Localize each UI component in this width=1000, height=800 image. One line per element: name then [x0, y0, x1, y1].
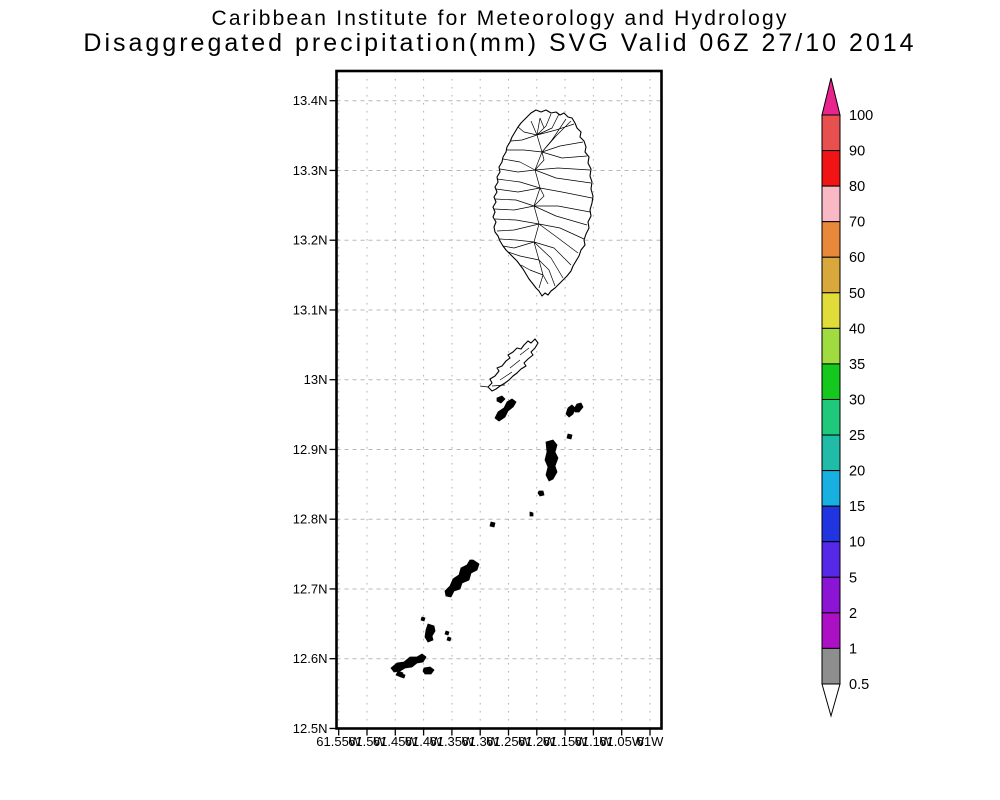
small-islet-3 — [420, 616, 426, 622]
colorbar-label: 30 — [849, 392, 865, 408]
colorbar-segment — [821, 221, 841, 258]
small-islet-1 — [566, 433, 573, 440]
colorbar-segment — [821, 576, 841, 614]
colorbar-arrow-bottom — [821, 683, 841, 718]
union-island — [390, 653, 427, 673]
lon-tick-label: 61.55W — [316, 734, 362, 749]
lon-tick-label: 61.35W — [429, 734, 475, 749]
baliceaux-islet — [573, 402, 584, 413]
colorbar-label: 70 — [849, 215, 865, 231]
latitude-axis-labels: 13.4N 13.3N 13.2N 13.1N 13N 12.9N 12.8N 12.7N 12… — [293, 93, 328, 736]
isle-a-quatre-islet — [494, 398, 517, 422]
tobago-cays-islet-2 — [446, 636, 452, 642]
mustique-island — [544, 439, 559, 482]
small-islet-4 — [400, 673, 406, 679]
lat-tick-label: 12.8N — [293, 512, 328, 527]
islands-layer — [390, 109, 594, 679]
colorbar-segment — [821, 150, 841, 187]
colorbar-label: 60 — [849, 250, 865, 266]
lon-tick-label: 61.25W — [486, 734, 532, 749]
colorbar-segment — [821, 363, 841, 400]
colorbar-label: 10 — [849, 535, 865, 551]
lat-tick-label: 12.6N — [293, 651, 328, 666]
colorbar-segment — [821, 434, 841, 472]
longitude-axis-labels: 61.55W61.5W61.45W61.4W61.35W61.3W61.25W6… — [316, 734, 664, 749]
st-vincent-watershed-lines — [493, 113, 593, 289]
battowia-islet — [565, 404, 576, 418]
colorbar-segment — [821, 541, 841, 578]
colorbar-segment — [821, 185, 841, 223]
lon-tick-label: 61.1W — [575, 734, 613, 749]
colorbar-label: 5 — [849, 570, 857, 586]
lon-tick-label: 61.05W — [599, 734, 645, 749]
colorbar-segment — [821, 292, 841, 329]
colorbar-label: 15 — [849, 499, 865, 515]
canouan-island — [444, 559, 480, 598]
lat-tick-label: 12.7N — [293, 581, 328, 596]
colorbar-segment — [821, 470, 841, 507]
tobago-cays-islet-1 — [444, 630, 450, 636]
lon-tick-label: 61.3W — [461, 734, 499, 749]
colorbar-segment — [821, 398, 841, 436]
colorbar-segment — [821, 505, 841, 543]
colorbar-segment — [821, 647, 841, 685]
lat-tick-label: 13.4N — [293, 93, 328, 108]
colorbar-label: 80 — [849, 179, 865, 195]
bequia-island-outline — [487, 338, 539, 392]
page-title-institution: Caribbean Institute for Meteorology and … — [211, 7, 789, 30]
colorbar-segment — [821, 612, 841, 649]
axis-ticks — [329, 100, 651, 736]
lat-tick-label: 13.2N — [293, 233, 328, 248]
bequia-interior-lines — [479, 347, 530, 388]
lon-tick-label: 61.45W — [373, 734, 419, 749]
petit-mustique-islet — [537, 490, 545, 497]
colorbar-arrow-top — [821, 77, 841, 116]
colorbar-label: 35 — [849, 357, 865, 373]
colorbar-segment — [821, 256, 841, 294]
mayreau-island — [424, 623, 436, 643]
colorbar-label: 90 — [849, 144, 865, 160]
colorbar-label: 50 — [849, 286, 865, 302]
colorbar-label: 2 — [849, 606, 857, 622]
lon-tick-label: 61.15W — [543, 734, 589, 749]
lon-tick-label: 61.5W — [348, 734, 386, 749]
precipitation-colorbar: 100 90 80 70 60 50 40 35 30 25 20 15 10 5 2 1 0.5 — [821, 77, 873, 718]
lon-tick-label: 61.4W — [405, 734, 443, 749]
colorbar-segment — [821, 114, 841, 152]
colorbar-label: 1 — [849, 641, 857, 657]
colorbar-segment — [821, 327, 841, 365]
savan-islet — [529, 511, 534, 517]
lat-tick-label: 13.1N — [293, 302, 328, 317]
colorbar-label: 100 — [849, 108, 873, 124]
st-vincent-island-outline — [492, 109, 594, 297]
lat-tick-label: 13.3N — [293, 163, 328, 178]
small-islet-2 — [489, 521, 496, 528]
colorbar-label: 0.5 — [849, 677, 869, 693]
lat-tick-label: 12.9N — [293, 442, 328, 457]
colorbar-label: 25 — [849, 428, 865, 444]
colorbar-label: 20 — [849, 464, 865, 480]
lon-tick-label: 61W — [637, 734, 664, 749]
lat-tick-label: 13N — [304, 372, 328, 387]
lon-tick-label: 61.2W — [518, 734, 556, 749]
psv-islet — [422, 666, 435, 675]
colorbar-label: 40 — [849, 321, 865, 337]
map-frame — [335, 69, 663, 730]
petit-nevis-islet — [496, 395, 506, 404]
lat-tick-label: 12.5N — [293, 721, 328, 736]
page-title-main: Disaggregated precipitation(mm) SVG Vali… — [83, 29, 917, 57]
